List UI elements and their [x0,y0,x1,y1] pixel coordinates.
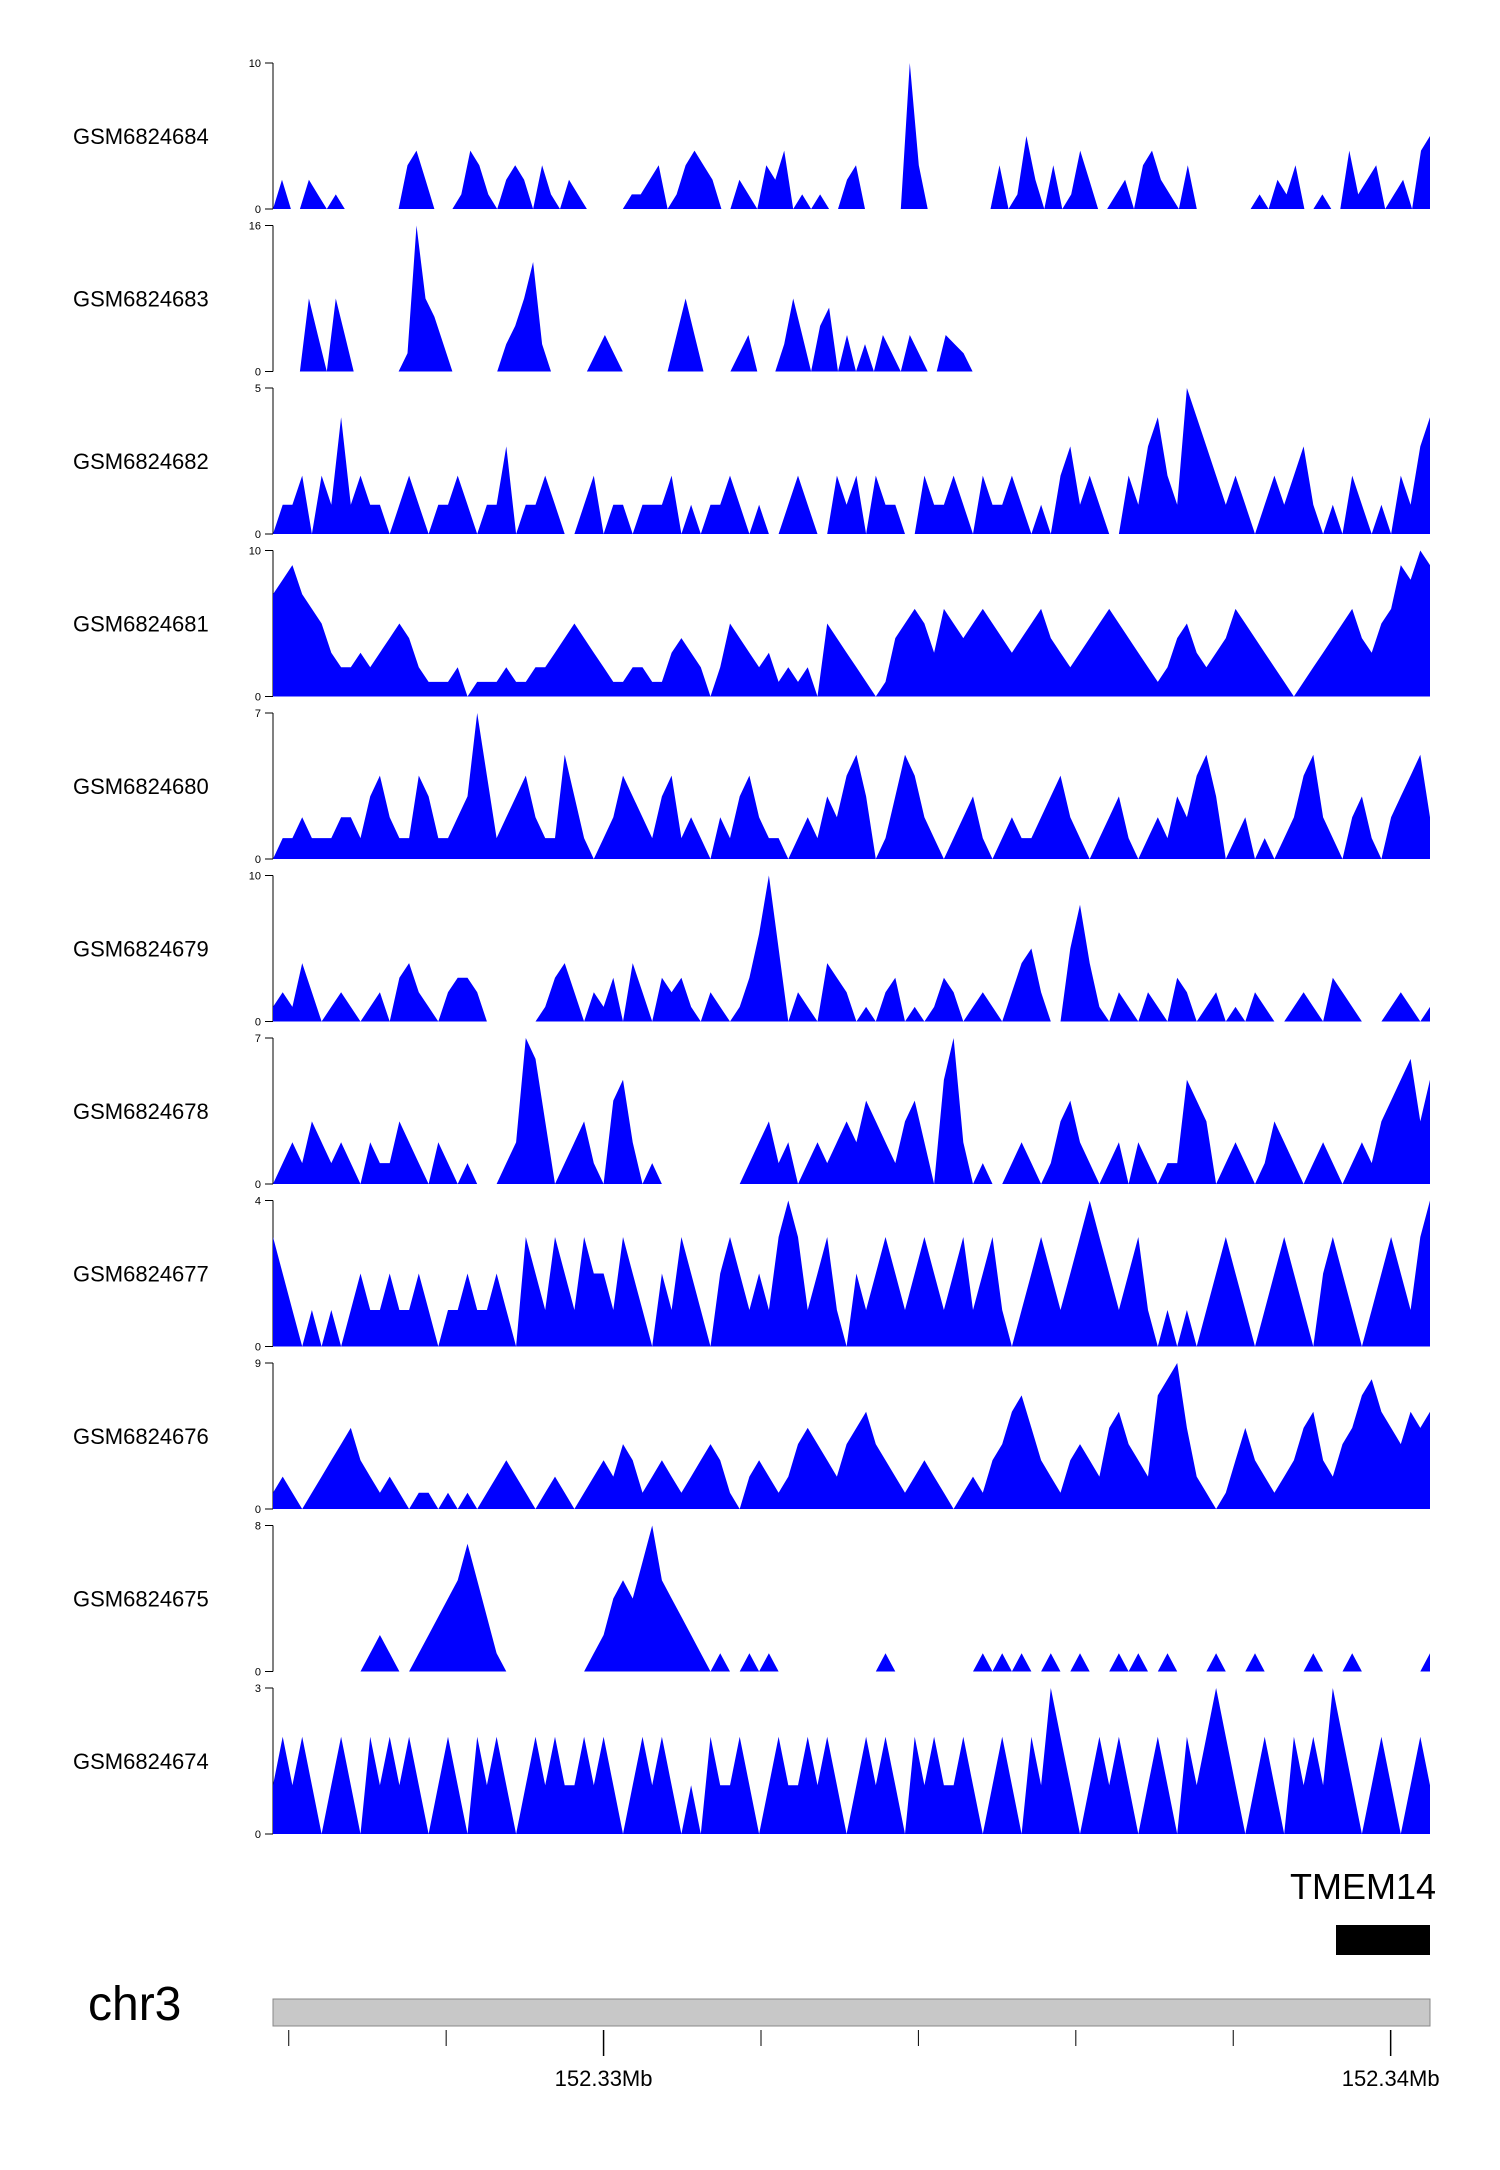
coverage-area [273,1363,1430,1509]
track-ymax-label: 7 [255,1033,261,1045]
coverage-area [273,1688,1430,1834]
track-ymin-label: 0 [255,1017,261,1029]
track-GSM6824678: GSM6824678 7 0 [73,1033,1430,1191]
track-label: GSM6824683 [73,287,209,312]
track-label: GSM6824677 [73,1262,209,1287]
coverage-area [273,713,1430,859]
track-GSM6824683: GSM6824683 16 0 [73,221,1430,379]
track-ymin-label: 0 [255,1504,261,1516]
track-GSM6824674: GSM6824674 3 0 [73,1683,1430,1841]
coverage-area [273,225,1430,372]
coverage-area [273,550,1430,697]
coverage-area [273,1200,1430,1347]
track-ymin-label: 0 [255,1342,261,1354]
genomic-axis: 152.33Mb 152.34Mb [288,2030,1440,2091]
track-ymax-label: 10 [249,546,261,558]
track-ymax-label: 10 [249,58,261,70]
gene-label: TMEM14 [1290,1866,1436,1907]
track-label: GSM6824681 [73,612,209,637]
track-GSM6824682: GSM6824682 5 0 [73,383,1430,541]
track-label: GSM6824682 [73,449,209,474]
track-label: GSM6824676 [73,1424,209,1449]
track-label: GSM6824684 [73,124,209,149]
track-GSM6824684: GSM6824684 10 0 [73,58,1430,216]
coverage-area [273,1038,1430,1184]
track-ymax-label: 16 [249,221,261,233]
track-label: GSM6824680 [73,774,209,799]
track-ymax-label: 10 [249,871,261,883]
track-ymin-label: 0 [255,854,261,866]
track-label: GSM6824675 [73,1587,209,1612]
coverage-area [273,1525,1430,1672]
track-ymin-label: 0 [255,204,261,216]
track-GSM6824677: GSM6824677 4 0 [73,1196,1430,1354]
track-ymin-label: 0 [255,367,261,379]
coverage-area [273,388,1430,534]
track-ymin-label: 0 [255,529,261,541]
track-label: GSM6824678 [73,1099,209,1124]
chromosome-label: chr3 [88,1978,181,2031]
axis-tick-label: 152.34Mb [1342,2066,1440,2091]
track-ymin-label: 0 [255,1667,261,1679]
track-GSM6824679: GSM6824679 10 0 [73,871,1430,1029]
track-ymax-label: 5 [255,383,261,395]
track-ymin-label: 0 [255,692,261,704]
track-label: GSM6824674 [73,1749,209,1774]
track-label: GSM6824679 [73,937,209,962]
coverage-tracks: GSM6824684100GSM6824683160GSM682468250GS… [73,58,1430,1841]
track-ymin-label: 0 [255,1179,261,1191]
axis-tick-label: 152.33Mb [555,2066,653,2091]
track-ymax-label: 8 [255,1521,261,1533]
track-ymax-label: 3 [255,1683,261,1695]
track-ymin-label: 0 [255,1829,261,1841]
track-GSM6824676: GSM6824676 9 0 [73,1358,1430,1516]
coverage-area [273,63,1430,209]
track-GSM6824681: GSM6824681 10 0 [73,546,1430,704]
track-ymax-label: 7 [255,708,261,720]
track-GSM6824680: GSM6824680 7 0 [73,708,1430,866]
coverage-area [273,875,1430,1022]
track-ymax-label: 4 [255,1196,261,1208]
track-ymax-label: 9 [255,1358,261,1370]
gene-body [1336,1925,1430,1955]
chromosome-bar [272,1998,1431,2027]
track-GSM6824675: GSM6824675 8 0 [73,1521,1430,1679]
